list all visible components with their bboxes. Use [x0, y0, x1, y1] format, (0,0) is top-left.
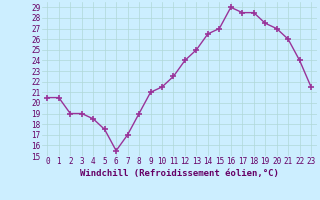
X-axis label: Windchill (Refroidissement éolien,°C): Windchill (Refroidissement éolien,°C) [80, 169, 279, 178]
